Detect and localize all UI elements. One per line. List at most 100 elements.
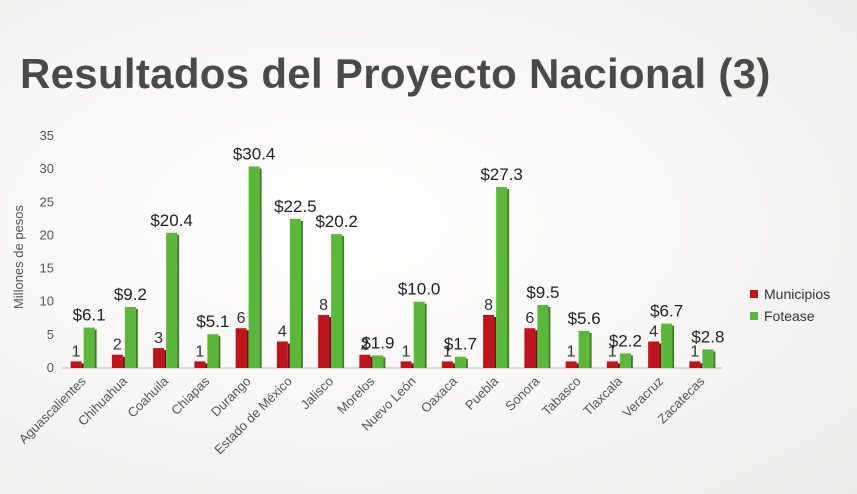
bar-fotease [619, 353, 631, 368]
y-tick-label: 10 [40, 294, 54, 309]
data-label-municipios: 4 [278, 323, 287, 340]
bar-fotease [537, 305, 549, 368]
bar-municipios [111, 354, 123, 368]
bar-fotease [331, 234, 343, 368]
data-label-fotease: $9.5 [526, 283, 559, 302]
data-label-municipios: 6 [525, 310, 534, 327]
bar-shadow [659, 343, 662, 368]
bar-fotease [83, 327, 95, 368]
data-label-fotease: $1.9 [361, 333, 394, 352]
x-tick-label: Puebla [462, 373, 502, 413]
x-tick-label: Coahuila [124, 373, 171, 420]
data-label-municipios: 3 [154, 330, 163, 347]
x-tick-label: Oaxaca [418, 373, 461, 416]
bar-shadow [329, 316, 332, 368]
bar-fotease [124, 307, 136, 368]
data-label-fotease: $22.5 [274, 197, 317, 216]
data-label-fotease: $6.1 [73, 306, 106, 325]
bar-municipios [524, 328, 536, 368]
bar-shadow [370, 356, 373, 368]
bar-municipios [565, 361, 577, 368]
bar-municipios [318, 314, 330, 368]
data-label-municipios: 1 [690, 343, 699, 360]
y-tick-label: 5 [47, 327, 54, 342]
y-tick-label: 30 [40, 161, 54, 176]
bar-shadow [548, 307, 551, 368]
data-label-municipios: 1 [195, 343, 204, 360]
bar-shadow [535, 330, 538, 368]
y-tick-label: 15 [40, 261, 54, 276]
data-label-fotease: $6.7 [650, 302, 683, 321]
bar-municipios [483, 314, 495, 368]
bar-shadow [342, 236, 345, 368]
y-axis-label: Millones de pesos [11, 204, 26, 309]
page-title: Resultados del Proyecto Nacional (3) [20, 50, 771, 97]
bar-shadow [81, 363, 84, 368]
data-label-municipios: 2 [113, 337, 122, 354]
bar-shadow [465, 358, 468, 368]
bar-shadow [300, 220, 303, 368]
bar-shadow [589, 332, 592, 368]
bar-municipios [689, 361, 701, 368]
data-label-fotease: $10.0 [398, 280, 441, 299]
bar-shadow [218, 336, 221, 368]
bar-municipios [606, 361, 618, 368]
bar-fotease [661, 323, 673, 368]
bar-shadow [700, 363, 703, 368]
bar-municipios [359, 354, 371, 368]
data-label-municipios: 1 [608, 343, 617, 360]
data-label-fotease: $20.2 [315, 212, 358, 231]
y-tick-label: 20 [40, 227, 54, 242]
bar-municipios [153, 348, 165, 368]
data-label-municipios: 1 [567, 343, 576, 360]
data-label-municipios: 1 [402, 343, 411, 360]
y-tick-label: 35 [40, 128, 54, 143]
bar-shadow [383, 357, 386, 368]
bar-municipios [400, 361, 412, 368]
bar-shadow [576, 363, 579, 368]
bar-shadow [177, 234, 180, 368]
bar-shadow [617, 363, 620, 368]
data-label-fotease: $30.4 [233, 144, 276, 163]
bar-municipios [276, 341, 288, 368]
bar-fotease [578, 330, 590, 368]
data-label-municipios: 2 [360, 337, 369, 354]
bar-shadow [672, 325, 675, 368]
bar-shadow [94, 329, 97, 368]
y-tick-label: 0 [47, 360, 54, 375]
data-label-municipios: 8 [319, 297, 328, 314]
x-tick-label: Aguascalientes [16, 373, 89, 446]
chart-legend: Municipios Fotease [750, 283, 830, 327]
bar-shadow [507, 189, 510, 368]
bar-shadow [122, 356, 125, 368]
data-label-municipios: 8 [484, 297, 493, 314]
data-label-fotease: $1.7 [444, 335, 477, 354]
x-tick-label: Sonora [502, 373, 543, 414]
data-label-municipios: 1 [443, 343, 452, 360]
bar-shadow [287, 343, 290, 368]
y-tick-label: 25 [40, 194, 54, 209]
x-tick-label: Chiapas [168, 373, 213, 418]
legend-swatch-municipios [750, 290, 758, 298]
bar-fotease [289, 218, 301, 368]
legend-label-fotease: Fotease [764, 308, 815, 324]
bar-shadow [411, 363, 414, 368]
data-label-fotease: $9.2 [114, 285, 147, 304]
bar-shadow [713, 351, 716, 368]
data-label-municipios: 1 [72, 343, 81, 360]
bar-municipios [194, 361, 206, 368]
bar-shadow [494, 316, 497, 368]
bar-municipios [648, 341, 660, 368]
bar-fotease [372, 355, 384, 368]
bar-fotease [454, 356, 466, 368]
bar-shadow [135, 309, 138, 368]
bar-fotease [496, 187, 508, 368]
data-label-fotease: $2.2 [609, 331, 642, 350]
data-label-fotease: $5.1 [196, 312, 229, 331]
data-label-fotease: $5.6 [568, 309, 601, 328]
legend-item-municipios: Municipios [750, 283, 830, 305]
x-tick-label: Jalisco [298, 374, 337, 413]
legend-swatch-fotease [750, 312, 758, 320]
